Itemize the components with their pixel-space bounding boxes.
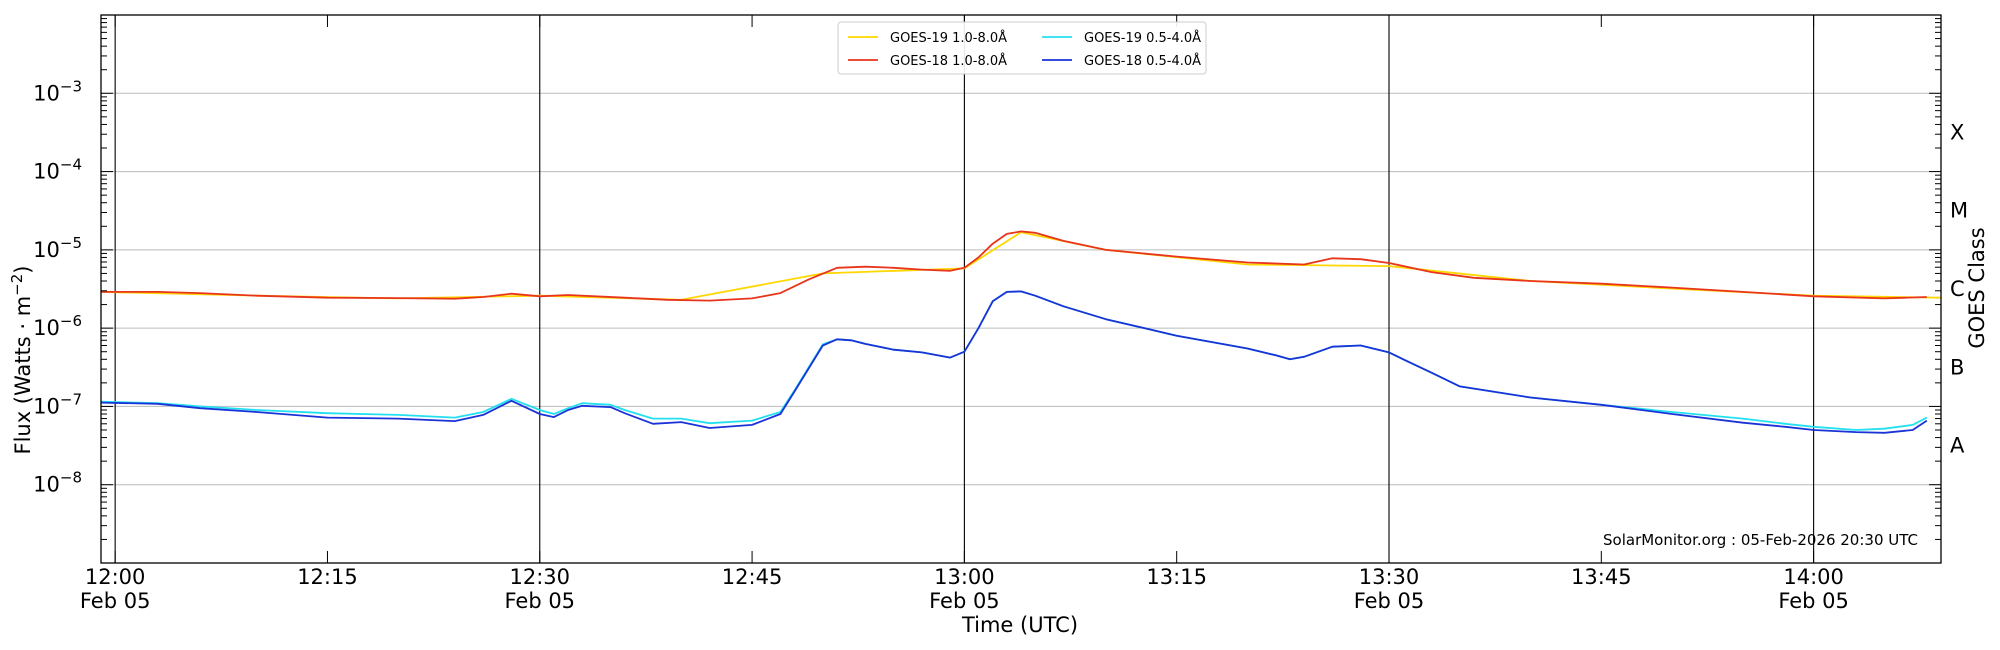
x-tick-date-label: Feb 05 (929, 589, 1000, 613)
legend-box (837, 21, 1207, 75)
y-axis-label: Flux (Watts · m−2) (8, 265, 35, 454)
x-tick-label: 13:45 (1571, 565, 1632, 589)
y-axis-ticks: 10−8 10−7 10−6 10−5 10−4 10−3 (33, 77, 82, 496)
x-tick-label: 14:00 (1783, 565, 1844, 589)
y-tick-label: 10−3 (33, 77, 82, 105)
goes-class-label: C (1950, 277, 1965, 301)
x-axis-label: Time (UTC) (961, 613, 1078, 637)
x-tick-label: 12:15 (297, 565, 358, 589)
x-tick-label: 12:30 (510, 565, 571, 589)
legend-label: GOES-18 0.5-4.0Å (1084, 53, 1201, 69)
goes-class-label: A (1950, 434, 1965, 458)
legend: GOES-19 1.0-8.0Å GOES-19 0.5-4.0Å GOES-18 … (837, 21, 1207, 75)
series-line (101, 230, 1927, 302)
y-tick-label: 10−7 (33, 390, 82, 418)
goes-class-label: M (1950, 199, 1968, 223)
x-tick-date-label: Feb 05 (80, 589, 151, 613)
flux-series (100, 230, 1942, 434)
legend-label: GOES-19 0.5-4.0Å (1084, 30, 1201, 46)
y-tick-label: 10−5 (33, 234, 82, 262)
x-tick-label: 12:00 (85, 565, 146, 589)
x-tick-date-label: Feb 05 (504, 589, 575, 613)
day-time-vertical-lines (114, 15, 1815, 563)
x-tick-label: 13:00 (934, 565, 995, 589)
x-tick-label: 13:15 (1146, 565, 1207, 589)
goes-class-label: B (1950, 355, 1964, 379)
y-tick-label: 10−4 (33, 156, 82, 184)
grid-lines (101, 92, 1941, 486)
credit-text: SolarMonitor.org : 05-Feb-2026 20:30 UTC (1603, 531, 1918, 549)
series-line (100, 290, 1928, 431)
plot-area-frame (100, 14, 1942, 564)
y-tick-label: 10−8 (33, 469, 82, 497)
x-tick-date-label: Feb 05 (1778, 589, 1849, 613)
x-tick-label: 12:45 (722, 565, 783, 589)
goes-class-axis-label: GOES Class (1965, 227, 1989, 348)
legend-label: GOES-19 1.0-8.0Å (890, 30, 1007, 46)
legend-label: GOES-18 1.0-8.0Å (890, 53, 1007, 69)
series-line (100, 290, 1928, 434)
x-tick-label: 13:30 (1359, 565, 1420, 589)
minor-ticks (101, 18, 1941, 564)
y-tick-label: 10−6 (33, 312, 82, 340)
goes-class-labels: A B C M X (1950, 120, 1968, 457)
series-line (100, 231, 1942, 301)
x-tick-date-label: Feb 05 (1354, 589, 1425, 613)
goes-class-label: X (1950, 120, 1964, 144)
